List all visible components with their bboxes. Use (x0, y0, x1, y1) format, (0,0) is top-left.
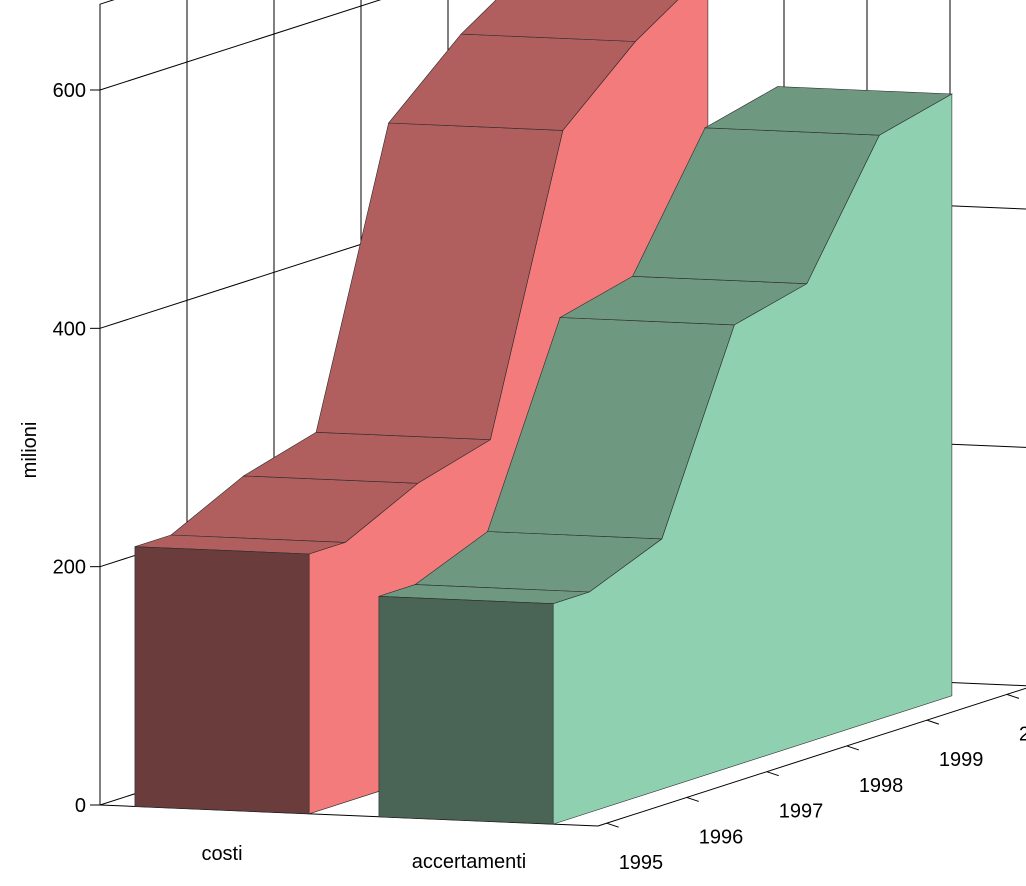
year-tick-1999 (926, 719, 940, 725)
gridline-600 (99, 0, 382, 91)
y-tick-label-200: 200 (53, 557, 86, 579)
year-tick-1995 (606, 822, 619, 828)
category-label-costi: costi (201, 843, 242, 865)
year-label-1995: 1995 (619, 852, 664, 874)
year-tick-2000 (1006, 693, 1020, 699)
y-axis-title: milioni (19, 422, 41, 479)
year-axis: 1995 1996 1997 1998 1999 2000 (606, 693, 1026, 874)
year-label-2000: 2000 (1019, 723, 1026, 745)
y-tick-label-400: 400 (53, 318, 86, 340)
year-label-1997: 1997 (779, 801, 824, 823)
year-label-1996: 1996 (699, 826, 744, 848)
year-tick-1998 (846, 745, 859, 751)
band-front-accertamenti (378, 595, 554, 825)
band-top-costi-1999 (460, 0, 679, 42)
plot-area (134, 0, 953, 825)
y-axis: 0 200 400 600 (53, 80, 100, 817)
band-side-accertamenti (552, 93, 953, 825)
year-tick-1997 (766, 771, 779, 777)
year-label-1999: 1999 (939, 749, 984, 771)
band-front-costi (134, 546, 310, 815)
y-tick-label-0: 0 (75, 795, 86, 817)
floor-right-edge (597, 687, 1026, 827)
year-tick-1996 (686, 796, 699, 802)
y-tick-label-600: 600 (53, 80, 86, 102)
year-label-1998: 1998 (859, 775, 904, 797)
category-label-accertamenti: accertamenti (412, 851, 527, 873)
series-band-accertamenti (378, 86, 953, 825)
